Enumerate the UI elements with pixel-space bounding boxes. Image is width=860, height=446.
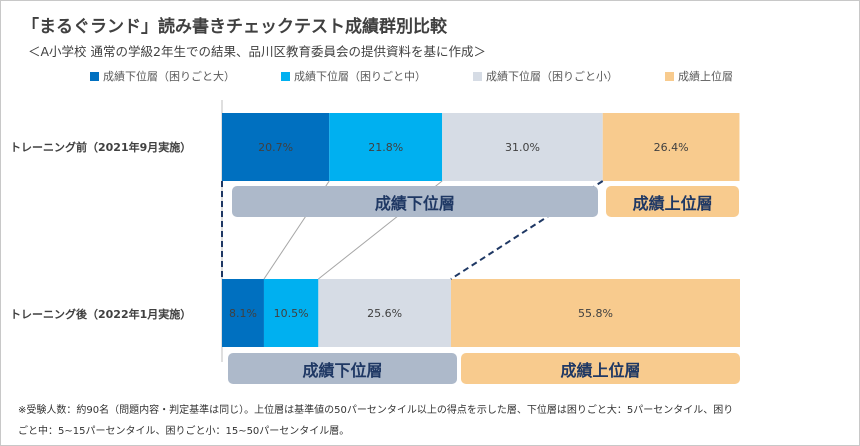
- data-label-before-low-large: 20.7%: [258, 141, 293, 154]
- legend-swatch-low-medium: [281, 71, 290, 81]
- data-label-after-low-small: 25.6%: [367, 307, 402, 320]
- bar-before-low-medium: [329, 113, 443, 181]
- footnote-line-1: ※受験人数：約90名（問題内容・判定基準は同じ）。上位層は基準値の50パーセンタ…: [18, 405, 734, 416]
- legend-item-low-large: 成績下位層（困りごと大）: [90, 68, 235, 84]
- band-upper-before: 成績上位層: [605, 186, 740, 217]
- legend-item-upper: 成績上位層: [665, 68, 733, 84]
- footnote-line-2: ごと中：5~15パーセンタイル、困りごと小：15~50パーセンタイル層。: [18, 426, 350, 437]
- data-label-before-low-medium: 21.8%: [368, 141, 403, 154]
- chart-legend: 成績下位層（困りごと大） 成績下位層（困りごと中） 成績下位層（困りごと小） 成…: [0, 68, 860, 86]
- bar-after-upper: [450, 279, 740, 347]
- legend-swatch-low-large: [90, 71, 99, 81]
- bar-after-low-small: [318, 279, 451, 347]
- bar-after-low-medium: [263, 279, 319, 347]
- chart-subtitle: ＜A小学校 通常の学級2年生での結果、品川区教育委員会の提供資料を基に作成＞: [28, 44, 486, 59]
- bar-after-low-large: [222, 279, 264, 347]
- legend-label-upper: 成績上位層: [678, 70, 733, 83]
- legend-label-low-medium: 成績下位層（困りごと中）: [294, 70, 426, 83]
- band-upper-after: 成績上位層: [460, 353, 740, 384]
- bar-before-low-small: [442, 113, 603, 181]
- bar-before-upper: [602, 113, 740, 181]
- data-label-after-upper: 55.8%: [578, 307, 613, 320]
- legend-swatch-upper: [665, 71, 674, 81]
- legend-label-low-large: 成績下位層（困りごと大）: [103, 70, 235, 83]
- legend-item-low-small: 成績下位層（困りごと小）: [473, 68, 618, 84]
- band-lower-before: 成績下位層: [232, 186, 598, 217]
- data-label-before-upper: 26.4%: [654, 141, 689, 154]
- legend-swatch-low-small: [473, 71, 482, 81]
- data-label-after-low-medium: 10.5%: [274, 307, 309, 320]
- category-label-before: トレーニング前（2021年9月実施）: [10, 141, 192, 154]
- category-label-after: トレーニング後（2022年1月実施）: [10, 308, 192, 321]
- data-label-before-low-small: 31.0%: [505, 141, 540, 154]
- bar-before-low-large: [222, 113, 330, 181]
- band-lower-after: 成績下位層: [228, 353, 457, 384]
- chart-title: 「まるぐランド」読み書きチェックテスト成績群別比較: [22, 17, 447, 37]
- legend-label-low-small: 成績下位層（困りごと小）: [486, 70, 618, 83]
- legend-item-low-medium: 成績下位層（困りごと中）: [281, 68, 426, 84]
- data-label-after-low-large: 8.1%: [229, 307, 257, 320]
